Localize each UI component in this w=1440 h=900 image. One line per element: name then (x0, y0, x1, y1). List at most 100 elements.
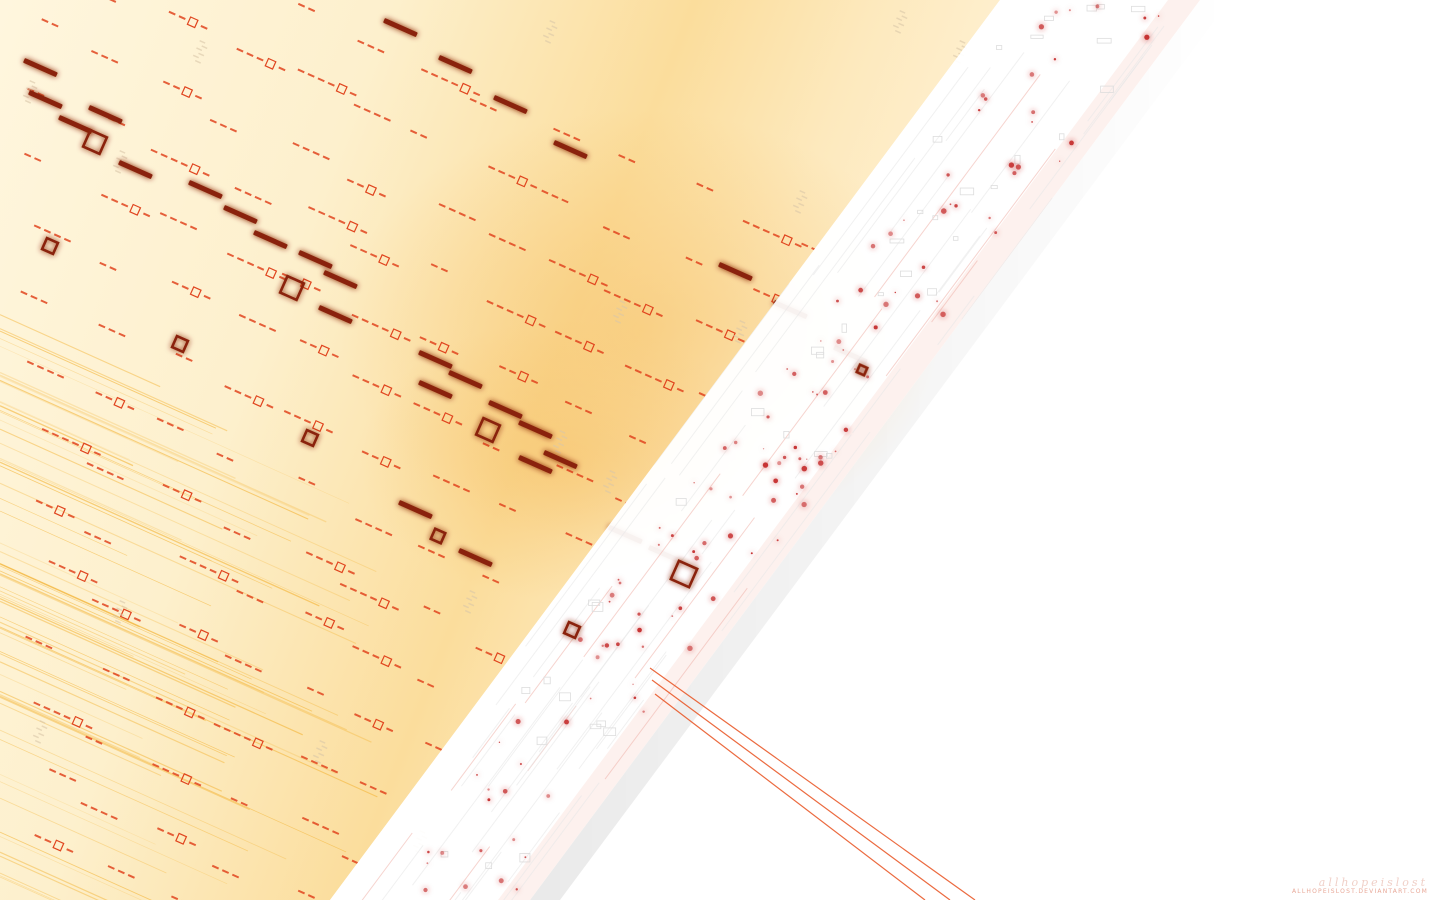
dash-segment (1042, 697, 1049, 702)
red-speck (954, 204, 957, 207)
dash-segment (1016, 484, 1023, 489)
dash-segment (1049, 894, 1056, 899)
dash-segment (994, 812, 1001, 817)
dash-segment (949, 578, 956, 583)
dash-segment (893, 561, 900, 566)
dash-segment (910, 641, 917, 646)
red-speck (883, 302, 888, 307)
red-speck (632, 684, 633, 685)
dash-segment (768, 633, 775, 638)
red-speck (1009, 162, 1014, 167)
dash-box (960, 512, 971, 523)
dash-segment (692, 860, 699, 865)
dash-box (903, 761, 914, 772)
red-speck (499, 742, 500, 743)
thin-stripes (650, 668, 975, 900)
dash-segment (831, 657, 838, 662)
red-speck (792, 372, 796, 376)
dash-segment (784, 841, 791, 846)
dash-segment (1006, 479, 1013, 484)
dash-group (1002, 404, 1019, 413)
red-speck (1054, 10, 1057, 13)
dash-segment (730, 760, 737, 765)
red-speck (524, 856, 526, 858)
red-speck (844, 428, 848, 432)
dash-segment (1029, 885, 1036, 890)
dash-group (690, 857, 752, 890)
red-speck (642, 710, 644, 712)
dash-group (1014, 338, 1066, 367)
signature-script: allhopeislost (1292, 877, 1428, 888)
red-speck (950, 203, 952, 205)
dash-segment (916, 831, 923, 836)
dash-segment (896, 822, 903, 827)
red-speck (836, 300, 839, 303)
dash-segment (1035, 350, 1042, 355)
red-speck (842, 349, 844, 351)
dash-segment (710, 813, 717, 818)
red-speck (487, 788, 489, 790)
dash-segment (996, 475, 1003, 480)
dash-segment (578, 875, 585, 880)
red-speck (423, 888, 427, 892)
red-speck (981, 93, 985, 97)
red-speck (512, 838, 515, 841)
dash-segment (834, 863, 841, 868)
dash-segment (1020, 687, 1027, 692)
dash-segment (980, 796, 987, 801)
dash-group (868, 687, 895, 701)
signature-url: ALLHOPEISLOST.DEVIANTART.COM (1292, 889, 1428, 895)
red-speck (796, 493, 798, 495)
dash-group (992, 611, 1054, 644)
dash-segment (638, 848, 645, 853)
red-speck (427, 851, 430, 854)
dash-box (968, 584, 979, 595)
dash-box (994, 867, 1005, 878)
red-speck (798, 457, 801, 460)
red-speck (637, 612, 640, 615)
dash-segment (1008, 746, 1015, 751)
dash-group (862, 547, 899, 565)
dash-box (840, 728, 851, 739)
dash-segment (690, 804, 697, 809)
dash-segment (993, 614, 1000, 619)
dash-segment (1004, 816, 1011, 821)
dash-segment (832, 591, 839, 596)
dash-segment (598, 884, 605, 889)
red-speck (1069, 9, 1071, 11)
red-speck (874, 325, 878, 329)
dash-segment (884, 486, 891, 491)
red-speck (806, 459, 807, 460)
dash-box (1029, 689, 1040, 700)
dash-segment (868, 687, 875, 692)
red-speck (642, 646, 644, 648)
red-speck (994, 231, 997, 234)
dash-segment (936, 649, 943, 654)
dash-group (954, 849, 1016, 882)
red-speck (802, 466, 808, 472)
red-speck (618, 579, 620, 581)
red-speck (1144, 35, 1149, 40)
dash-group (883, 752, 925, 776)
red-speck (763, 448, 764, 449)
red-speck (637, 628, 642, 633)
red-speck (758, 391, 763, 396)
dash-box (840, 659, 851, 670)
red-speck (463, 884, 468, 889)
dash-group (1000, 540, 1017, 549)
red-speck (709, 487, 712, 490)
dash-segment (886, 818, 893, 823)
red-speck (941, 208, 947, 214)
red-speck (818, 455, 823, 460)
red-speck (440, 851, 444, 855)
dash-segment (977, 720, 984, 725)
red-speck (602, 645, 604, 647)
red-speck (723, 446, 727, 450)
red-speck (936, 300, 938, 302)
dash-segment (879, 892, 886, 897)
dash-segment (722, 874, 729, 879)
red-speck (946, 173, 949, 176)
dash-segment (985, 865, 992, 870)
red-speck (671, 615, 673, 617)
